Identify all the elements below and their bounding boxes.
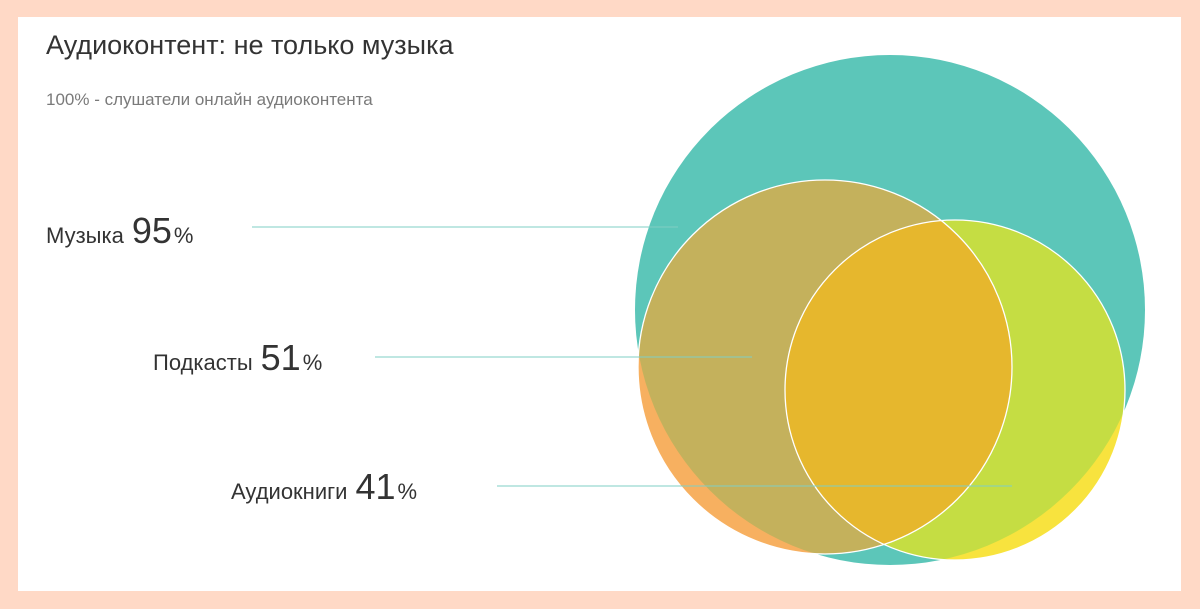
overlap-all [785, 220, 1012, 554]
label-music: Музыка 95% [46, 210, 193, 251]
label-music-unit: % [174, 223, 194, 248]
chart-subtitle: 100% - слушатели онлайн аудиоконтента [46, 90, 373, 109]
label-audiobooks-name: Аудиокниги [231, 479, 347, 504]
chart-title: Аудиоконтент: не только музыка [46, 30, 454, 60]
label-music-value: 95 [132, 210, 172, 251]
label-audiobooks: Аудиокниги 41% [231, 466, 417, 507]
label-podcasts: Подкасты 51% [153, 337, 322, 378]
label-podcasts-name: Подкасты [153, 350, 253, 375]
label-podcasts-unit: % [303, 350, 323, 375]
outline-podcasts [637, 179, 1013, 555]
label-audiobooks-unit: % [397, 479, 417, 504]
label-audiobooks-value: 41 [355, 466, 395, 507]
label-podcasts-value: 51 [261, 337, 301, 378]
label-music-name: Музыка [46, 223, 125, 248]
outline-audiobooks [784, 219, 1126, 561]
